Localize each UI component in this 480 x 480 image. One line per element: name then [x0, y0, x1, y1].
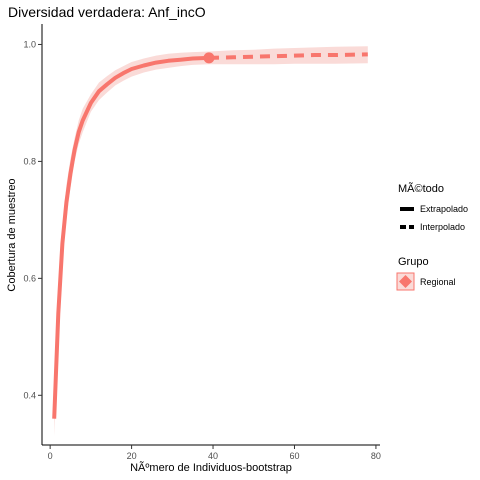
- y-tick-label: 0.4: [23, 390, 36, 400]
- series-line-interpolated: [52, 55, 210, 419]
- legend-key-regional-diamond: [399, 275, 412, 288]
- confidence-ribbon: [54, 46, 368, 437]
- legend-label-interpolado: Interpolado: [420, 222, 465, 232]
- legend: MÃ©todo Extrapolado Interpolado Grupo Re…: [396, 182, 468, 291]
- y-tick-label: 0.6: [23, 273, 36, 283]
- chart-title: Diversidad verdadera: Anf_incO: [8, 4, 206, 20]
- y-axis-title: Cobertura de muestreo: [6, 178, 18, 291]
- legend-group-title: Grupo: [398, 256, 429, 268]
- y-tick-label: 1.0: [23, 39, 36, 49]
- x-tick-label: 60: [289, 451, 299, 461]
- legend-label-extrapolado: Extrapolado: [420, 204, 468, 214]
- legend-label-regional: Regional: [420, 277, 456, 287]
- x-axis-title: NÃºmero de Individuos-bootstrap: [130, 461, 292, 474]
- plot-area: [52, 46, 368, 437]
- y-tick-label: 0.8: [23, 156, 36, 166]
- x-tick-label: 20: [127, 451, 137, 461]
- x-tick-label: 0: [48, 451, 53, 461]
- observed-point: [203, 52, 215, 64]
- series-line-extrapolated: [208, 52, 368, 60]
- legend-method-title: MÃ©todo: [398, 182, 444, 195]
- x-tick-label: 80: [371, 451, 381, 461]
- x-tick-label: 40: [208, 451, 218, 461]
